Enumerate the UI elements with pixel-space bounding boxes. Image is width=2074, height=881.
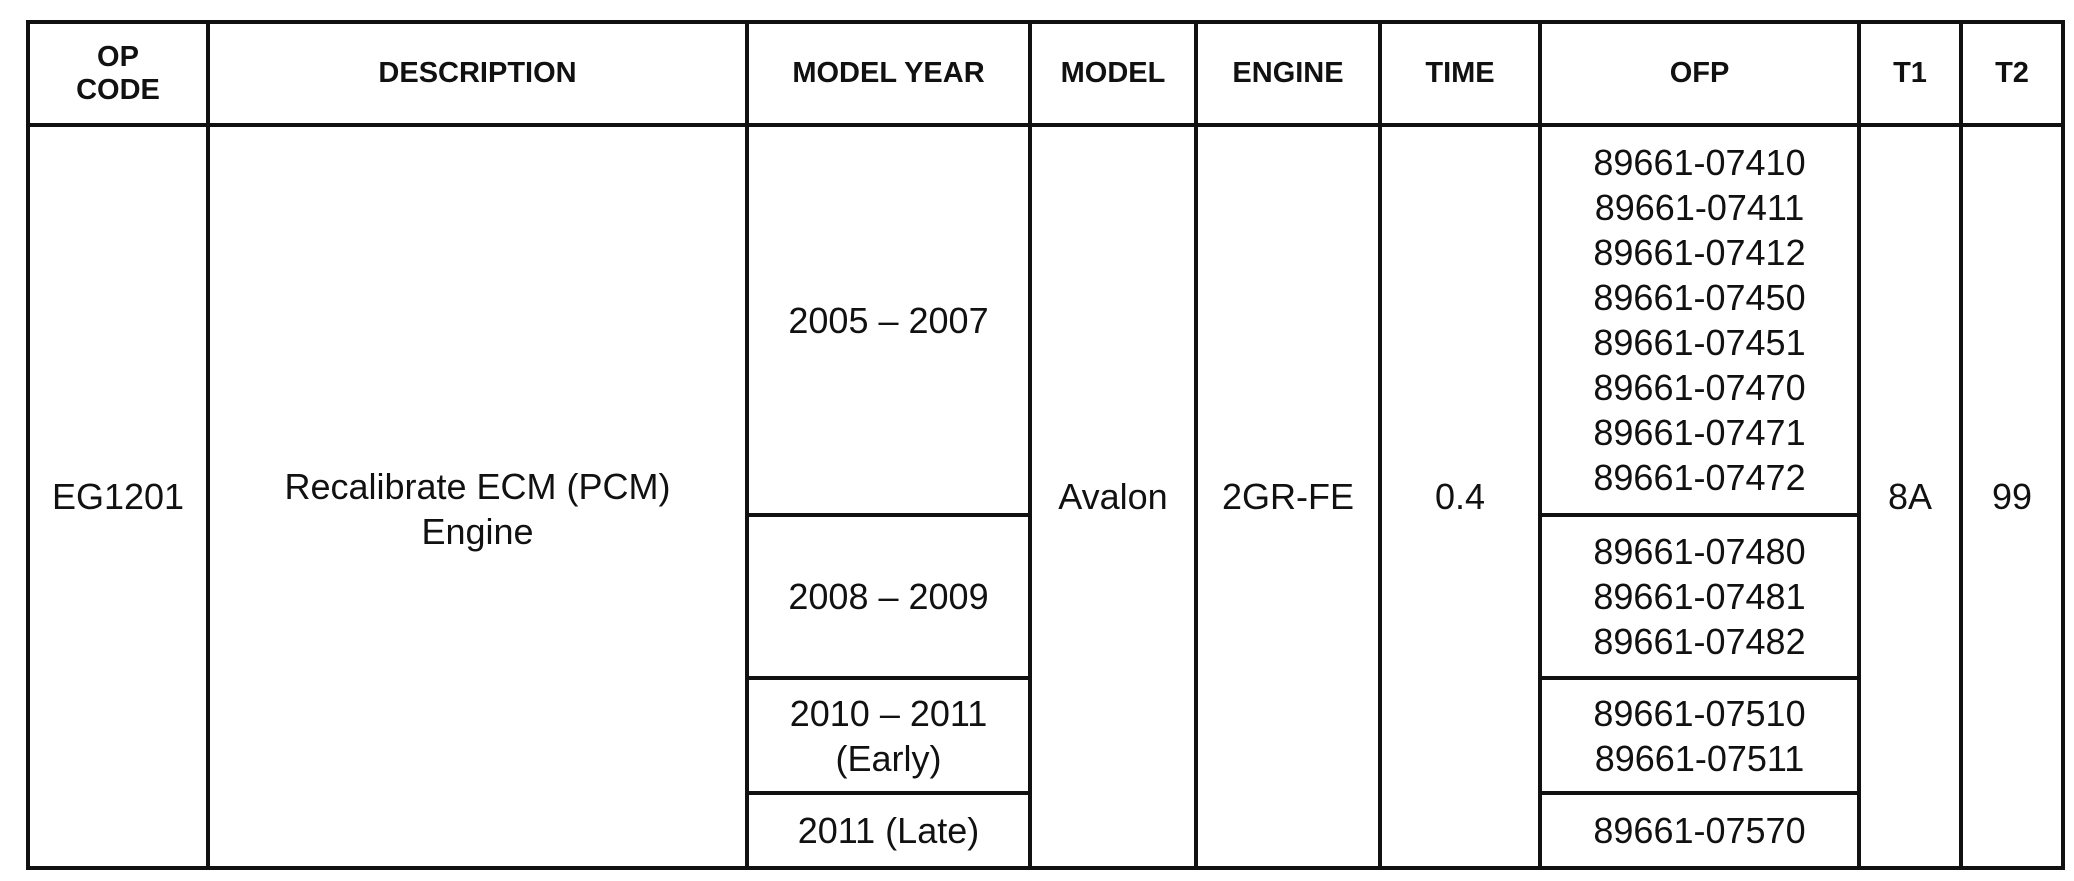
time-cell-text: 0.4 xyxy=(1434,476,1486,517)
t2-cell-text: 99 xyxy=(1991,476,2033,517)
model-year-cell: 2010 – 2011 (Early) xyxy=(749,680,1028,791)
column-divider xyxy=(1194,20,1198,870)
description-cell-text: Recalibrate ECM (PCM) xyxy=(284,465,671,507)
column-divider xyxy=(206,20,210,870)
column-divider xyxy=(1538,20,1542,870)
ofp-cell: 89661-07570 xyxy=(1542,795,1857,866)
ofp-cell-text: 89661-07451 xyxy=(1593,322,1806,363)
row-divider xyxy=(745,791,1028,795)
ofp-cell-text: 89661-07450 xyxy=(1593,277,1806,318)
time-cell: 0.4 xyxy=(1382,127,1538,866)
ofp-cell-text: 89661-07481 xyxy=(1593,576,1806,617)
model-year-cell-text: 2005 – 2007 xyxy=(788,299,989,341)
header-description: DESCRIPTION xyxy=(210,24,745,123)
description-cell: Recalibrate ECM (PCM) Engine xyxy=(210,127,745,866)
header-divider xyxy=(26,123,2065,127)
column-divider xyxy=(26,20,30,870)
header-description-text: DESCRIPTION xyxy=(378,57,577,89)
ofp-cell-text: 89661-07471 xyxy=(1593,412,1806,453)
model-year-cell: 2005 – 2007 xyxy=(749,127,1028,513)
t1-cell-text: 8A xyxy=(1887,476,1933,517)
header-model-year-text: MODEL YEAR xyxy=(792,57,985,89)
ofp-cell: 89661-07510 89661-07511 xyxy=(1542,680,1857,791)
header-t1-text: T1 xyxy=(1893,57,1927,89)
model-year-cell-text: 2011 (Late) xyxy=(797,810,980,851)
column-divider xyxy=(1959,20,1963,870)
ofp-cell-text: 89661-07412 xyxy=(1593,232,1806,273)
ofp-cell-text: 89661-07570 xyxy=(1593,810,1806,851)
column-divider xyxy=(1857,20,1861,870)
header-op-code-text: OP xyxy=(97,40,139,73)
table-border-bottom xyxy=(26,866,2065,870)
ofp-cell-text: 89661-07482 xyxy=(1593,621,1806,662)
row-divider xyxy=(1538,791,1857,795)
column-divider xyxy=(745,20,749,870)
ofp-cell-text: 89661-07510 xyxy=(1593,692,1806,734)
column-divider xyxy=(1378,20,1382,870)
ofp-cell-text: 89661-07470 xyxy=(1593,367,1806,408)
ofp-cell: 89661-07480 89661-07481 89661-07482 xyxy=(1542,517,1857,676)
model-year-cell-text: (Early) xyxy=(835,737,942,779)
row-divider xyxy=(745,513,1028,517)
t2-cell: 99 xyxy=(1963,127,2061,866)
description-cell-text: Engine xyxy=(421,510,534,552)
header-model-text: MODEL xyxy=(1060,57,1166,89)
header-t2-text: T2 xyxy=(1995,57,2029,89)
model-cell: Avalon xyxy=(1032,127,1194,866)
ofp-cell: 89661-07410 89661-07411 89661-07412 89661-0… xyxy=(1542,127,1857,513)
header-t1: T1 xyxy=(1861,24,1959,123)
header-model-year: MODEL YEAR xyxy=(749,24,1028,123)
row-divider xyxy=(745,676,1028,680)
model-cell-text: Avalon xyxy=(1058,476,1168,517)
header-model: MODEL xyxy=(1032,24,1194,123)
header-t2: T2 xyxy=(1963,24,2061,123)
model-year-cell: 2011 (Late) xyxy=(749,795,1028,866)
header-time-text: TIME xyxy=(1425,57,1495,89)
table-border-top xyxy=(26,20,2065,24)
header-ofp: OFP xyxy=(1542,24,1857,123)
model-year-cell-text: 2008 – 2009 xyxy=(788,576,989,617)
header-engine-text: ENGINE xyxy=(1232,57,1344,89)
header-op-code-text: CODE xyxy=(76,73,160,106)
header-op-code: OP CODE xyxy=(30,24,206,123)
column-divider xyxy=(1028,20,1032,870)
header-ofp-text: OFP xyxy=(1669,57,1730,89)
ofp-cell-text: 89661-07411 xyxy=(1594,187,1805,228)
engine-cell-text: 2GR-FE xyxy=(1221,476,1354,517)
header-time: TIME xyxy=(1382,24,1538,123)
row-divider xyxy=(1538,513,1857,517)
column-divider xyxy=(2061,20,2065,870)
model-year-cell: 2008 – 2009 xyxy=(749,517,1028,676)
model-year-cell-text: 2010 – 2011 xyxy=(789,692,988,734)
engine-cell: 2GR-FE xyxy=(1198,127,1378,866)
ofp-cell-text: 89661-07472 xyxy=(1593,457,1806,498)
t1-cell: 8A xyxy=(1861,127,1959,866)
ofp-cell-text: 89661-07480 xyxy=(1593,531,1806,572)
header-engine: ENGINE xyxy=(1198,24,1378,123)
op-code-cell-text: EG1201 xyxy=(51,476,185,517)
op-code-cell: EG1201 xyxy=(30,127,206,866)
ofp-cell-text: 89661-07410 xyxy=(1593,142,1806,183)
row-divider xyxy=(1538,676,1857,680)
ofp-cell-text: 89661-07511 xyxy=(1594,737,1805,779)
